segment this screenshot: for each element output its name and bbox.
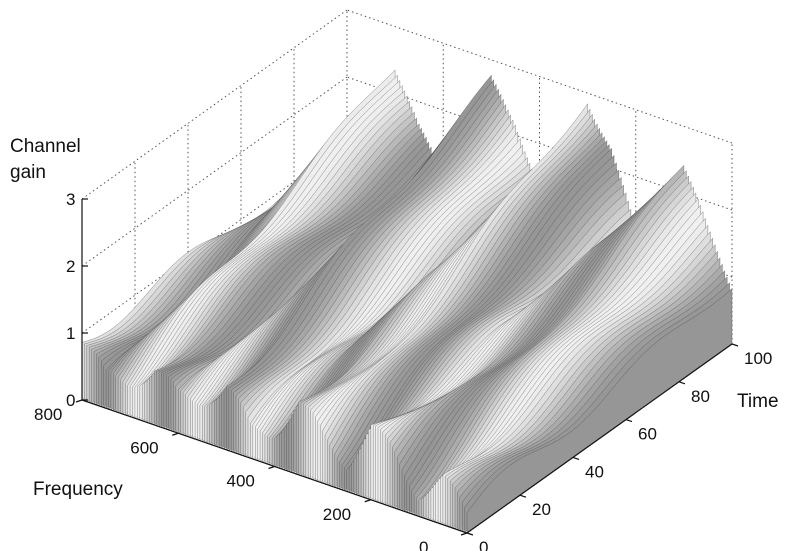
z-tick-label: 1 bbox=[66, 324, 75, 343]
x-tick-label: 800 bbox=[34, 405, 62, 424]
y-tick-mark bbox=[731, 343, 739, 347]
grid-line bbox=[346, 9, 733, 144]
x-tick-mark bbox=[75, 399, 83, 403]
z-tick-label: 3 bbox=[66, 190, 75, 209]
x-tick-mark bbox=[268, 465, 275, 470]
x-tick-label: 600 bbox=[130, 438, 158, 457]
grid-line bbox=[81, 76, 348, 267]
x-axis-label: Frequency bbox=[33, 479, 123, 500]
y-axis-line bbox=[466, 343, 733, 534]
x-tick-label: 400 bbox=[227, 472, 255, 491]
x-tick-mark bbox=[364, 499, 371, 503]
y-tick-mark bbox=[625, 419, 633, 423]
z-axis-label-line1: Channel bbox=[10, 136, 81, 157]
z-axis-label-line2: gain bbox=[10, 162, 46, 183]
grid-line bbox=[81, 9, 348, 200]
y-tick-label: 100 bbox=[744, 349, 772, 368]
y-tick-label: 20 bbox=[532, 500, 551, 519]
x-tick-label: 0 bbox=[419, 538, 428, 551]
y-tick-mark bbox=[519, 494, 527, 498]
x-tick-mark bbox=[460, 532, 468, 536]
y-tick-label: 60 bbox=[638, 425, 657, 444]
surface-mesh bbox=[81, 69, 733, 534]
y-tick-mark bbox=[572, 456, 580, 460]
y-tick-label: 0 bbox=[479, 538, 488, 551]
z-tick-label: 0 bbox=[66, 391, 75, 410]
y-axis-label: Time bbox=[737, 391, 779, 412]
y-tick-label: 80 bbox=[691, 387, 710, 406]
x-tick-label: 200 bbox=[323, 505, 351, 524]
y-tick-mark bbox=[466, 532, 474, 536]
x-tick-mark bbox=[172, 432, 179, 436]
y-tick-label: 40 bbox=[585, 462, 604, 481]
y-tick-mark bbox=[678, 381, 686, 385]
z-tick-label: 2 bbox=[66, 257, 75, 276]
surface-strip bbox=[466, 287, 733, 534]
